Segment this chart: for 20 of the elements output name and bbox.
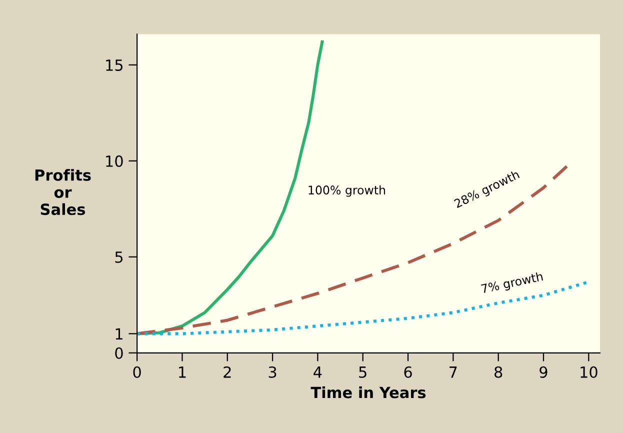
x-tick-label: 10 — [580, 366, 598, 378]
x-tick-label: 9 — [540, 366, 548, 378]
y-tick-label: 15 — [106, 60, 123, 71]
y-tick-label: 5 — [115, 252, 123, 263]
x-tick-label: 0 — [133, 366, 141, 378]
y-tick-label: 0 — [115, 347, 123, 359]
x-tick-label: 6 — [404, 366, 412, 378]
annotation: 100% growth — [308, 185, 386, 197]
y-tick-label: 1 — [116, 328, 122, 340]
y-tick-label: 10 — [106, 155, 123, 167]
x-tick-label: 8 — [494, 366, 502, 378]
x-tick-label: 3 — [268, 366, 276, 378]
x-tick-label: 7 — [450, 366, 457, 378]
x-tick-label: 2 — [224, 366, 231, 378]
annotation: 7% growth — [480, 272, 544, 296]
x-tick-label: 5 — [359, 366, 366, 378]
x-tick-label: 1 — [179, 366, 186, 378]
x-axis-title: Time in Years — [310, 386, 426, 398]
y-axis-title: Profits or Sales — [35, 169, 91, 216]
x-tick-label: 4 — [314, 366, 322, 378]
